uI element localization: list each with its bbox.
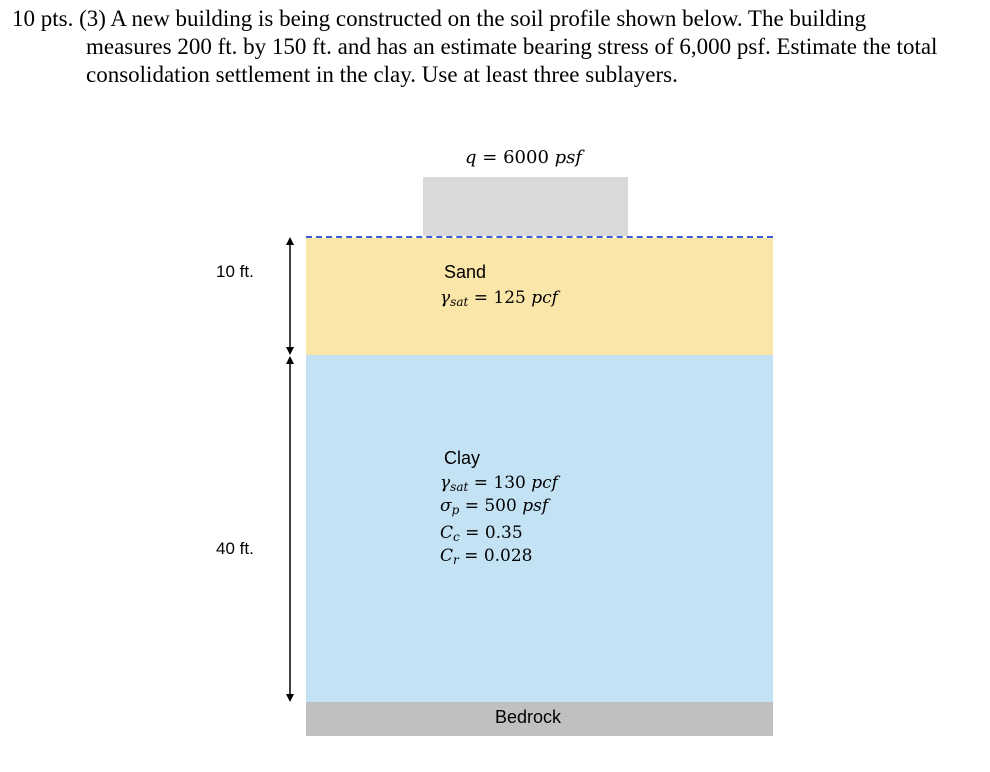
- sand-label: Sand: [444, 262, 487, 282]
- clay-sigma-sub: p: [451, 503, 460, 517]
- clay-cc-symbol: C: [440, 523, 454, 543]
- clay-layer: [306, 355, 773, 702]
- problem-text-rest: measures 200 ft. by 150 ft. and has an e…: [86, 34, 938, 87]
- clay-unit-weight: γsat = 130 pcf: [440, 473, 558, 494]
- load-value: 6000: [503, 147, 549, 168]
- clay-thickness-arrow: [286, 356, 294, 702]
- problem-text-line1: (3) A new building is being constructed …: [79, 6, 867, 31]
- clay-recompression-index: Cr = 0.028: [440, 546, 533, 567]
- sand-gamma-unit: pcf: [531, 288, 558, 308]
- clay-sigma-value: 500: [484, 496, 517, 516]
- clay-gamma-sub: sat: [450, 480, 469, 494]
- clay-gamma-value: 130: [493, 473, 526, 493]
- sand-gamma-sub: sat: [450, 295, 469, 309]
- clay-gamma-symbol: γ: [440, 473, 451, 493]
- load-equals: =: [482, 147, 498, 168]
- sand-gamma-symbol: γ: [440, 288, 451, 308]
- clay-preconsolidation: σp = 500 psf: [440, 496, 548, 517]
- problem-first-line: 10 pts. (3) A new building is being cons…: [12, 5, 977, 33]
- clay-cc-value: 0.35: [484, 523, 523, 543]
- load-label: q = 6000 psf: [465, 147, 582, 168]
- building-footing: [423, 177, 628, 236]
- load-symbol: q: [465, 147, 477, 168]
- clay-gamma-unit: pcf: [531, 473, 558, 493]
- clay-cr-equals: =: [464, 546, 479, 566]
- sand-thickness-label: 10 ft.: [216, 262, 254, 281]
- clay-sigma-symbol: σ: [440, 496, 452, 516]
- load-unit: psf: [554, 147, 583, 168]
- clay-thickness-label: 40 ft.: [216, 539, 254, 558]
- sand-layer: [306, 238, 773, 355]
- sand-thickness-arrow: [286, 237, 294, 355]
- clay-cr-value: 0.028: [483, 546, 533, 566]
- water-table-line: [306, 236, 773, 238]
- sand-unit-weight: γsat = 125 pcf: [440, 288, 558, 309]
- sand-gamma-value: 125: [493, 288, 526, 308]
- bedrock-label: Bedrock: [495, 707, 562, 727]
- clay-cc-sub: c: [453, 530, 460, 544]
- sand-gamma-equals: =: [473, 288, 488, 308]
- clay-cr-sub: r: [453, 553, 459, 567]
- bedrock-layer: [306, 702, 773, 736]
- clay-compression-index: Cc = 0.35: [440, 523, 523, 544]
- problem-points: 10 pts.: [12, 6, 74, 31]
- clay-cc-equals: =: [465, 523, 480, 543]
- problem-statement: 10 pts. (3) A new building is being cons…: [12, 5, 977, 89]
- clay-gamma-equals: =: [473, 473, 488, 493]
- clay-sigma-unit: psf: [522, 496, 549, 516]
- clay-cr-symbol: C: [440, 546, 454, 566]
- clay-label: Clay: [444, 448, 481, 468]
- clay-sigma-equals: =: [464, 496, 479, 516]
